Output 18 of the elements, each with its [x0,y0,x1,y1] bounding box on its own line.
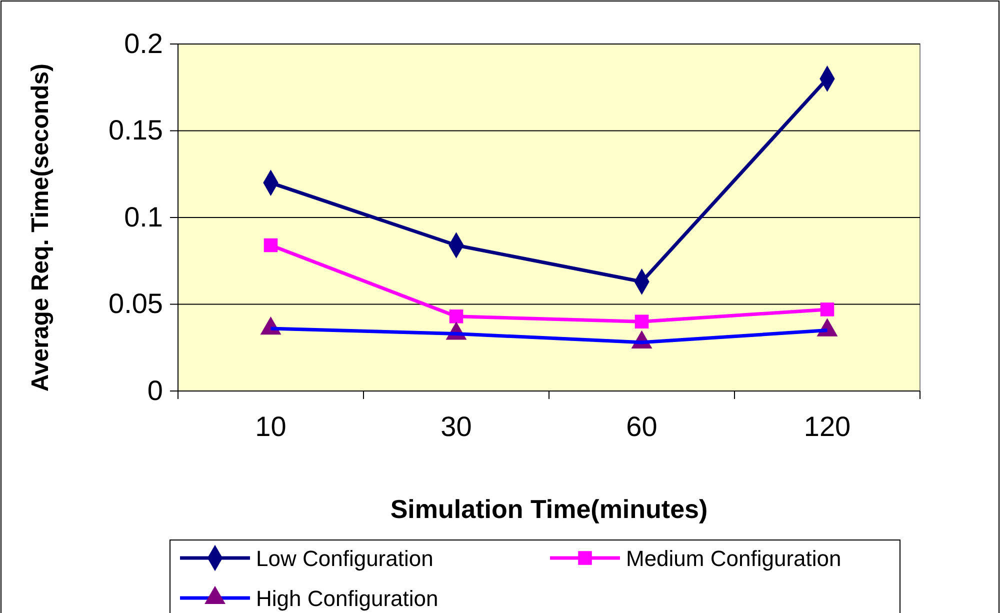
y-tick-label: 0 [147,374,163,406]
x-axis-title: Simulation Time(minutes) [390,494,708,524]
y-tick-label: 0.1 [124,201,163,232]
x-tick-label: 30 [440,411,472,442]
point [449,310,464,324]
point [634,314,649,328]
legend-label: Low Configuration [256,546,434,571]
legend-label: High Configuration [256,586,438,611]
x-tick-label: 10 [255,411,286,442]
x-tick-label: 60 [626,411,658,442]
y-tick-label: 0.2 [124,28,163,59]
legend-label: Medium Configuration [626,546,842,571]
y-tick-label: 0.05 [108,288,163,320]
point [264,238,278,252]
x-tick-label: 120 [804,411,851,442]
y-axis-title: Average Req. Time(seconds) [27,63,54,392]
y-tick-label: 0.15 [108,114,163,146]
point [820,302,834,316]
